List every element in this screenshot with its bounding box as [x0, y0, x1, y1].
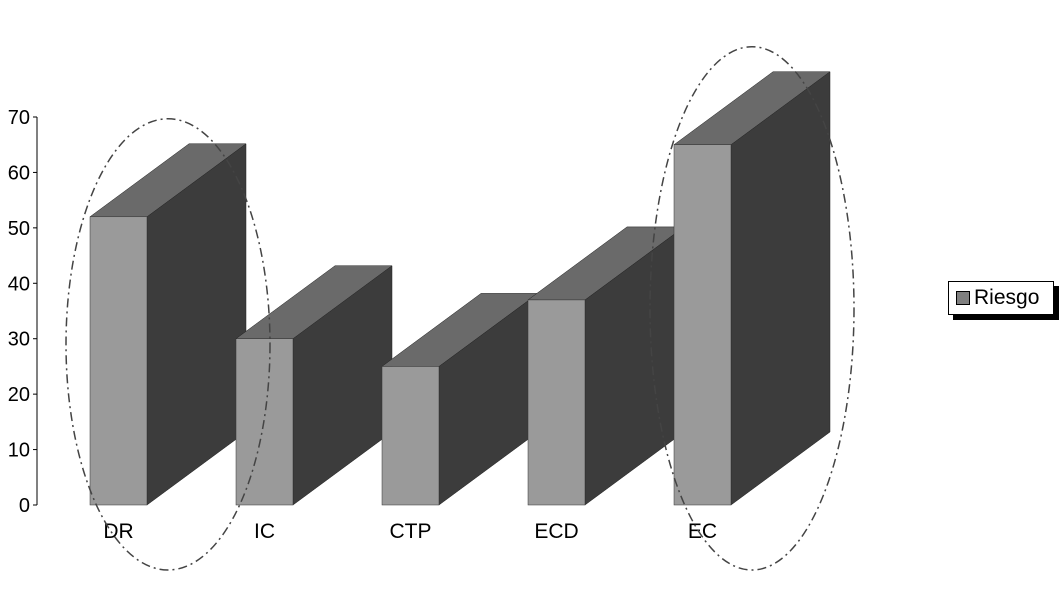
- bar-ecd: [527, 226, 685, 506]
- y-tick-label: 30: [8, 329, 30, 351]
- y-tick-label: 40: [8, 273, 30, 295]
- category-label: CTP: [390, 520, 432, 543]
- legend-label: Riesgo: [974, 286, 1040, 309]
- legend-swatch: [956, 291, 970, 305]
- category-labels: DR IC CTP ECD EC: [103, 520, 717, 543]
- bar-dr: [89, 143, 247, 506]
- bar-front: [89, 216, 148, 506]
- y-tick-label: 0: [19, 495, 30, 517]
- bar-front: [381, 366, 440, 506]
- bars: [89, 71, 831, 506]
- category-label: EC: [688, 520, 717, 543]
- bar-ic: [235, 265, 393, 506]
- y-tick-label: 20: [8, 384, 30, 406]
- y-tick-label: 60: [8, 162, 30, 184]
- y-tick-label: 50: [8, 218, 30, 240]
- category-label: IC: [254, 520, 275, 543]
- legend: Riesgo: [948, 281, 1054, 315]
- bar-side: [730, 71, 831, 506]
- bar-ctp: [381, 292, 539, 506]
- category-label: DR: [103, 520, 133, 543]
- y-axis-ticks: 0 10 20 30 40 50 60 70: [8, 107, 37, 517]
- bar-ec: [673, 71, 831, 506]
- highlight-ellipses: [65, 45, 855, 571]
- category-label: ECD: [534, 520, 578, 543]
- bar-front: [673, 144, 732, 506]
- highlight-ellipse: [649, 45, 855, 571]
- bar-front: [527, 299, 586, 506]
- y-tick-label: 70: [8, 107, 30, 129]
- highlight-ellipse: [65, 118, 271, 571]
- y-tick-label: 10: [8, 440, 30, 462]
